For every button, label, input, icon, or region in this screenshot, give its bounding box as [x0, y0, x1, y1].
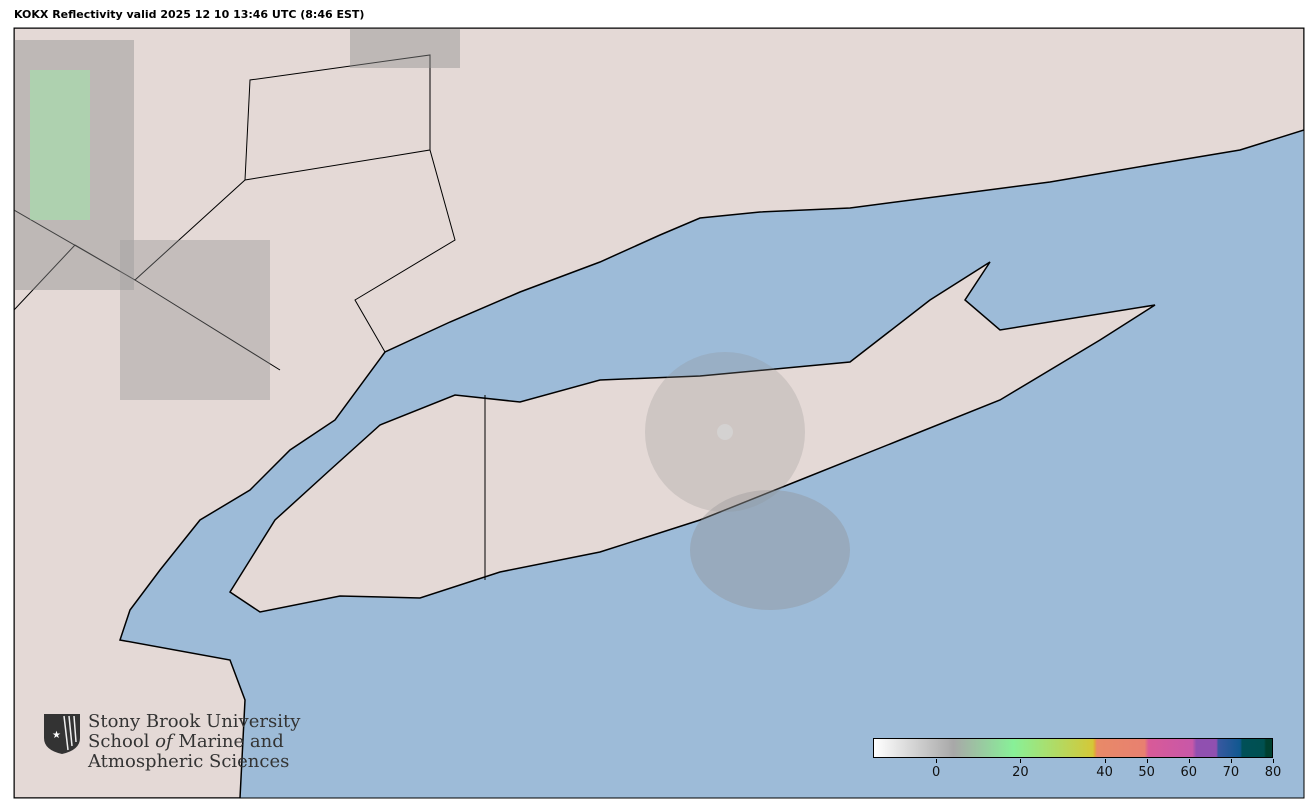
colorbar-tick-label: 20 — [1012, 765, 1029, 780]
logo-line2c: Marine and — [172, 731, 284, 752]
colorbar-tick — [1188, 759, 1190, 763]
colorbar-tick-label: 60 — [1180, 765, 1198, 780]
mainland — [14, 28, 1304, 798]
colorbar-tick-label: 0 — [932, 765, 941, 780]
colorbar-tick-label: 70 — [1222, 765, 1240, 780]
map-frame — [13, 27, 1305, 799]
logo-line2a: School — [88, 731, 156, 752]
sbu-logo: ★ Stony Brook University School of Marin… — [44, 712, 300, 772]
reflectivity-colorbar — [873, 738, 1273, 758]
colorbar-tick — [1273, 759, 1274, 763]
state-borders — [14, 54, 486, 580]
long-island — [228, 261, 1156, 613]
logo-line1: Stony Brook University — [88, 711, 301, 732]
logo-line2b: of — [155, 731, 173, 752]
star-shield-icon: ★ — [44, 714, 80, 754]
colorbar-tick-label: 40 — [1096, 765, 1113, 780]
colorbar-tick — [1020, 759, 1022, 763]
colorbar-tick — [1230, 759, 1232, 763]
colorbar-tick — [1104, 759, 1106, 763]
colorbar-tick-label: 50 — [1138, 765, 1155, 780]
colorbar-tick-label: 80 — [1264, 765, 1282, 780]
logo-line3: Atmospheric Sciences — [88, 751, 290, 772]
precipitation-returns — [14, 28, 850, 610]
colorbar-tick — [936, 759, 938, 763]
map-title: KOKX Reflectivity valid 2025 12 10 13:46… — [14, 8, 365, 21]
svg-text:★: ★ — [52, 730, 61, 741]
colorbar-tick — [1146, 759, 1148, 763]
